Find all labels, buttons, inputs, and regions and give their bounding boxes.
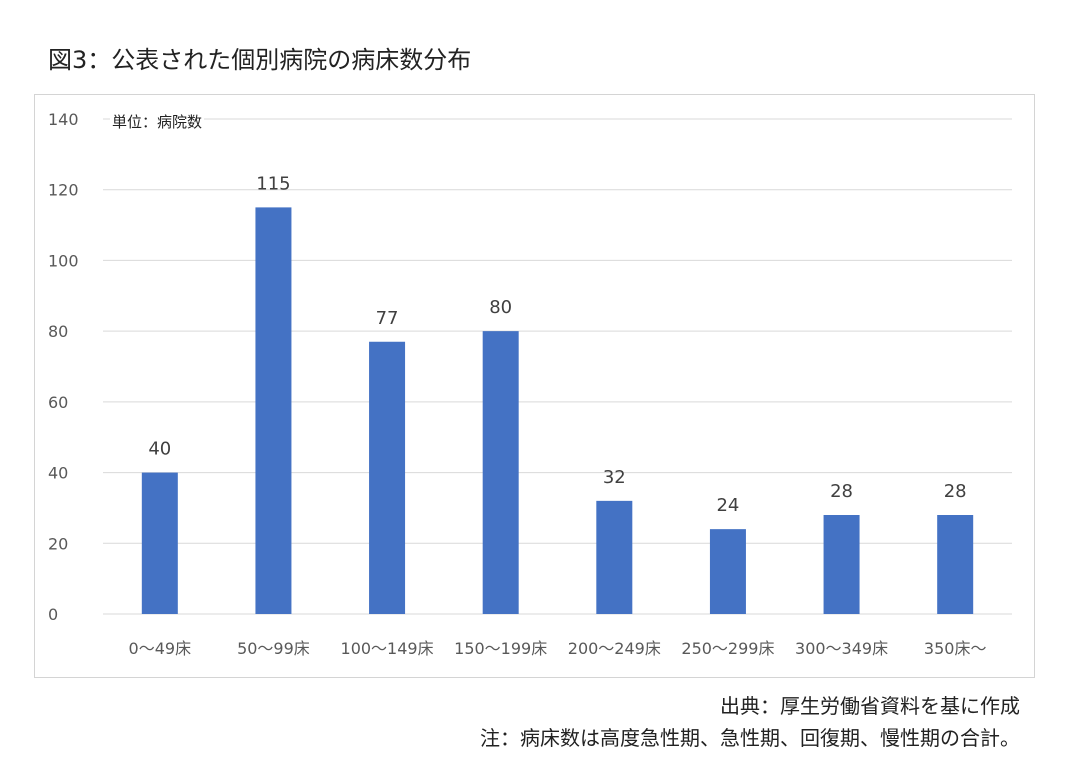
bar <box>709 529 746 614</box>
chart-area <box>34 94 1035 678</box>
data-label: 77 <box>376 308 399 329</box>
x-tick-label: 100～149床 <box>341 639 434 658</box>
y-tick-label: 100 <box>48 251 79 270</box>
y-axis-ticks: 0 20 40 60 80 100 120 140 <box>48 110 79 624</box>
data-label: 115 <box>256 173 290 194</box>
bar <box>596 500 633 614</box>
data-labels: 40 115 77 80 32 24 28 28 <box>148 173 966 516</box>
y-tick-label: 60 <box>48 393 68 412</box>
bar <box>141 472 178 614</box>
x-tick-label: 250～299床 <box>681 639 774 658</box>
footnote: 注：病床数は高度急性期、急性期、回復期、慢性期の合計。 <box>480 726 1020 750</box>
bar <box>482 331 519 614</box>
x-tick-label: 150～199床 <box>454 639 547 658</box>
x-tick-label: 300～349床 <box>795 639 888 658</box>
bar <box>823 515 860 614</box>
data-label: 80 <box>489 297 512 318</box>
source-note: 出典：厚生労働省資料を基に作成 <box>720 694 1020 718</box>
chart-title: 図3：公表された個別病院の病床数分布 <box>48 46 472 74</box>
x-tick-label: 200～249床 <box>568 639 661 658</box>
unit-label: 単位：病院数 <box>110 111 205 132</box>
bar <box>937 515 974 614</box>
y-tick-label: 40 <box>48 464 68 483</box>
y-tick-label: 120 <box>48 181 79 200</box>
x-tick-label: 50～99床 <box>237 639 310 658</box>
x-axis-ticks: 0～49床 50～99床 100～149床 150～199床 200～249床 250～2… <box>129 639 987 658</box>
y-tick-label: 80 <box>48 322 68 341</box>
data-label: 28 <box>830 481 853 502</box>
data-label: 40 <box>148 439 171 460</box>
y-tick-label: 0 <box>48 605 58 624</box>
y-tick-label: 140 <box>48 110 79 129</box>
x-tick-label: 350床～ <box>924 639 987 658</box>
bars <box>141 207 974 614</box>
data-label: 32 <box>603 467 626 488</box>
data-label: 24 <box>716 495 739 516</box>
y-tick-label: 20 <box>48 534 68 553</box>
bar <box>255 207 292 614</box>
gridlines <box>103 118 1012 615</box>
x-tick-label: 0～49床 <box>129 639 192 658</box>
bar <box>369 341 406 614</box>
data-label: 28 <box>944 481 967 502</box>
